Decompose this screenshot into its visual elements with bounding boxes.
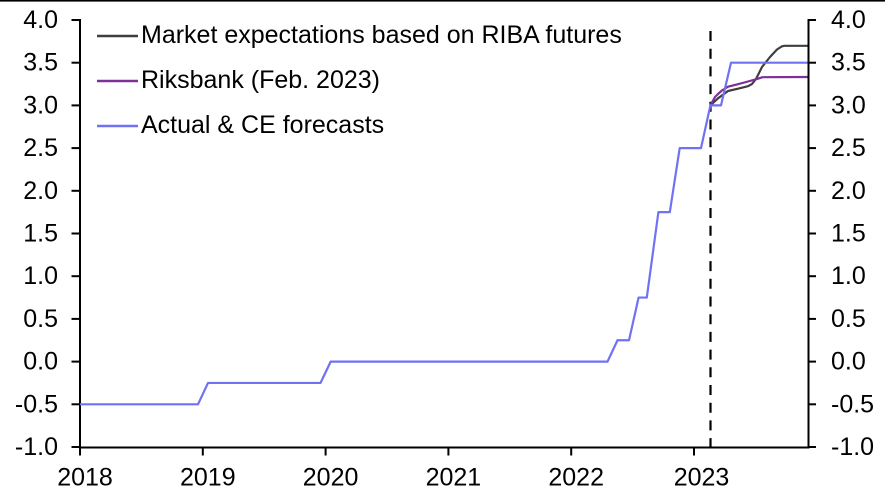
svg-text:2020: 2020: [303, 464, 359, 492]
svg-text:1.0: 1.0: [23, 262, 58, 290]
svg-text:2022: 2022: [548, 464, 604, 492]
svg-text:2021: 2021: [426, 464, 482, 492]
svg-text:4.0: 4.0: [831, 6, 866, 34]
svg-text:0.0: 0.0: [23, 348, 58, 376]
svg-text:2.0: 2.0: [23, 177, 58, 205]
svg-text:2.5: 2.5: [23, 134, 58, 162]
svg-text:1.0: 1.0: [831, 262, 866, 290]
svg-text:0.5: 0.5: [831, 305, 866, 333]
svg-text:2018: 2018: [57, 464, 113, 492]
svg-text:4.0: 4.0: [23, 6, 58, 34]
svg-text:2023: 2023: [674, 464, 730, 492]
svg-text:1.5: 1.5: [23, 220, 58, 248]
svg-text:3.0: 3.0: [831, 91, 866, 119]
svg-text:3.0: 3.0: [23, 91, 58, 119]
svg-text:Actual & CE forecasts: Actual & CE forecasts: [141, 111, 384, 139]
svg-text:-1.0: -1.0: [831, 433, 874, 461]
svg-text:Riksbank (Feb. 2023): Riksbank (Feb. 2023): [141, 66, 380, 94]
svg-text:2.5: 2.5: [831, 134, 866, 162]
svg-text:-1.0: -1.0: [15, 433, 58, 461]
svg-text:-0.5: -0.5: [15, 390, 58, 418]
svg-text:0.0: 0.0: [831, 348, 866, 376]
svg-text:3.5: 3.5: [831, 49, 866, 77]
svg-text:3.5: 3.5: [23, 49, 58, 77]
svg-text:0.5: 0.5: [23, 305, 58, 333]
svg-text:2.0: 2.0: [831, 177, 866, 205]
svg-text:2019: 2019: [180, 464, 236, 492]
svg-text:1.5: 1.5: [831, 220, 866, 248]
svg-text:-0.5: -0.5: [831, 390, 874, 418]
svg-text:Market expectations based on R: Market expectations based on RIBA future…: [141, 21, 622, 49]
